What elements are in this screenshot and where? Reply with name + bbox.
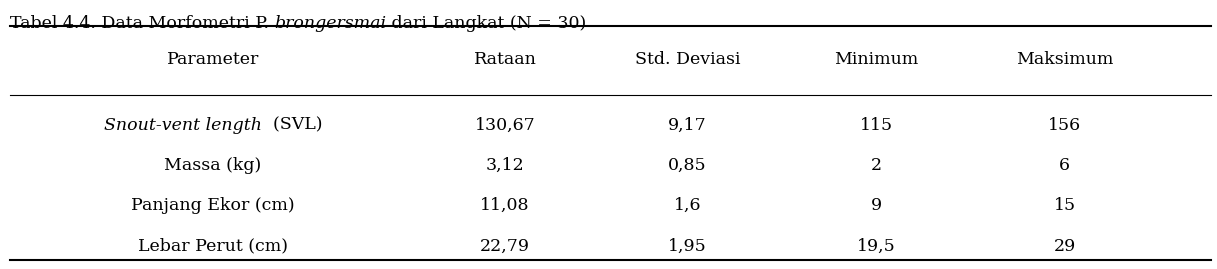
Text: Rataan: Rataan — [473, 51, 537, 68]
Text: 1,95: 1,95 — [668, 238, 707, 255]
Text: 0,85: 0,85 — [668, 157, 707, 174]
Text: Lebar Perut (cm): Lebar Perut (cm) — [138, 238, 288, 255]
Text: Minimum: Minimum — [834, 51, 919, 68]
Text: Maksimum: Maksimum — [1016, 51, 1114, 68]
Text: 3,12: 3,12 — [486, 157, 525, 174]
Text: Massa (kg): Massa (kg) — [164, 157, 262, 174]
Text: (SVL): (SVL) — [262, 116, 323, 134]
Text: 130,67: 130,67 — [475, 116, 535, 134]
Text: 9,17: 9,17 — [668, 116, 707, 134]
Text: 9: 9 — [870, 197, 882, 214]
Text: 29: 29 — [1054, 238, 1076, 255]
Text: 22,79: 22,79 — [479, 238, 531, 255]
Text: dari Langkat (N = 30): dari Langkat (N = 30) — [386, 15, 587, 32]
Text: Snout-vent length: Snout-vent length — [103, 116, 262, 134]
Text: 11,08: 11,08 — [481, 197, 529, 214]
Text: 2: 2 — [870, 157, 882, 174]
Text: 6: 6 — [1059, 157, 1071, 174]
Text: 15: 15 — [1054, 197, 1076, 214]
Text: 1,6: 1,6 — [674, 197, 701, 214]
Text: Std. Deviasi: Std. Deviasi — [635, 51, 740, 68]
Text: Parameter: Parameter — [167, 51, 259, 68]
Text: brongersmai: brongersmai — [274, 15, 386, 32]
Text: Panjang Ekor (cm): Panjang Ekor (cm) — [131, 197, 295, 214]
Text: Tabel 4.4. Data Morfometri P.: Tabel 4.4. Data Morfometri P. — [10, 15, 274, 32]
Text: 156: 156 — [1048, 116, 1082, 134]
Text: 19,5: 19,5 — [857, 238, 896, 255]
Text: 115: 115 — [859, 116, 893, 134]
